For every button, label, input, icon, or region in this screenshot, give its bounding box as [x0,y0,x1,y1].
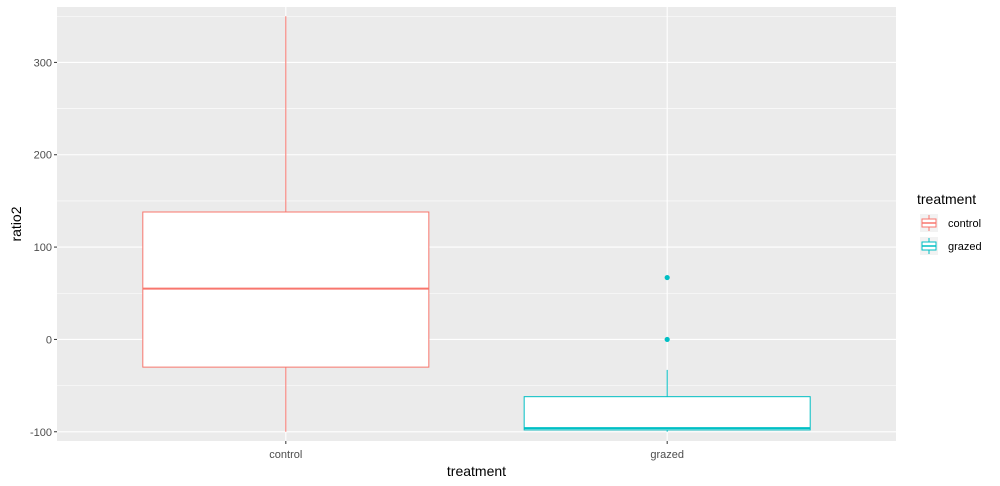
y-axis-title: ratio2 [8,206,24,241]
box-grazed [523,274,811,432]
y-tick-label: 200 [34,150,52,162]
x-axis: control grazed [269,441,684,461]
x-axis-title: treatment [447,463,506,479]
legend-key-grazed [920,237,938,255]
y-tick-label: 300 [34,57,52,69]
legend-title: treatment [917,191,976,207]
outlier-point [664,336,670,343]
x-tick-label: grazed [650,449,684,461]
legend-label: grazed [948,241,982,253]
box-control [142,16,430,432]
y-tick-label: 100 [34,242,52,254]
legend-key-control [920,214,938,232]
y-axis: -100 0 100 200 300 [30,57,57,439]
boxes [142,16,811,432]
y-tick-label: 0 [46,334,52,346]
y-tick-label: -100 [30,427,52,439]
x-tick-label: control [269,449,302,461]
outlier-point [664,274,670,281]
box-iqr [523,396,811,431]
legend-label: control [948,218,981,230]
legend: treatment control grazed [917,191,982,255]
